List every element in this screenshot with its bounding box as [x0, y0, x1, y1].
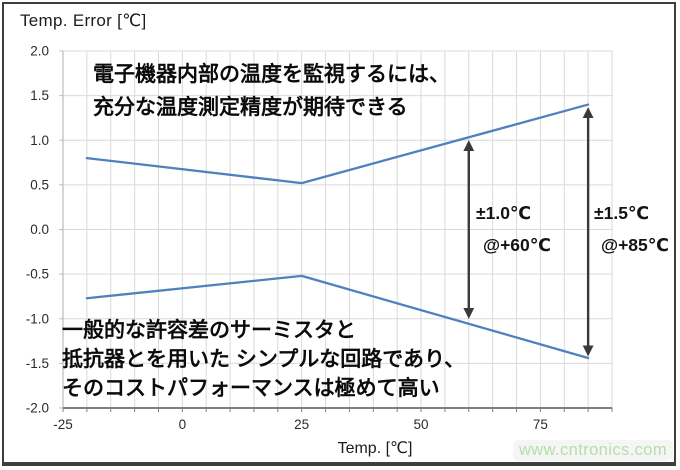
- top-annotation-line2: 充分な温度測定精度が期待できる: [93, 96, 408, 119]
- y-tick-label: 0.0: [30, 222, 49, 237]
- bottom-annotation-line3: そのコストパフォーマンスは極めて高い: [62, 377, 440, 400]
- tolerance-label-60: ±1.0℃ @+60℃: [476, 197, 551, 261]
- x-tick-label: 25: [294, 417, 309, 432]
- x-tick-label: 75: [533, 417, 548, 432]
- axes: [59, 50, 613, 412]
- tolerance-85-value: ±1.5℃: [594, 203, 650, 223]
- series: [85, 103, 590, 185]
- tolerance-60-condition: @+60℃: [483, 235, 551, 255]
- series: [85, 274, 590, 360]
- tolerance-85-condition: @+85℃: [601, 235, 669, 255]
- gridlines: [63, 50, 613, 408]
- watermark-text: www.cntronics.com: [512, 440, 673, 461]
- y-tick-labels: 2.0 1.5 1.0 0.5 0.0 -0.5 -1.0 -1.5 -2.0: [26, 44, 49, 416]
- y-tick-label: -1.0: [26, 311, 49, 326]
- y-tick-label: -2.0: [26, 401, 49, 416]
- x-tick-label: 50: [414, 417, 429, 432]
- y-tick-label: 1.5: [30, 88, 49, 103]
- x-tick-label: 0: [179, 417, 187, 432]
- y-tick-label: -0.5: [26, 267, 49, 282]
- y-tick-label: -1.5: [26, 356, 49, 371]
- x-tick-labels: -25 0 25 50 75: [53, 417, 548, 432]
- top-annotation: 電子機器内部の温度を監視するには、 充分な温度測定精度が期待できる: [93, 58, 450, 124]
- y-tick-label: 0.5: [30, 177, 49, 192]
- bottom-annotation: 一般的な許容差のサーミスタと 抵抗器とを用いた シンプルな回路であり、 そのコス…: [62, 316, 465, 403]
- y-tick-label: 2.0: [30, 44, 49, 59]
- bottom-annotation-line1: 一般的な許容差のサーミスタと: [62, 319, 356, 342]
- series-upper-tolerance-limit: [85, 103, 590, 185]
- top-annotation-line1: 電子機器内部の温度を監視するには、: [93, 63, 450, 86]
- series-lower-tolerance-limit: [85, 274, 590, 360]
- x-axis-title: Temp. [℃]: [337, 440, 413, 457]
- y-axis-title: Temp. Error [℃]: [20, 11, 147, 30]
- tolerance-60-value: ±1.0℃: [476, 203, 532, 223]
- bottom-annotation-line2: 抵抗器とを用いた シンプルな回路であり、: [62, 348, 466, 371]
- x-tick-label: -25: [53, 417, 73, 432]
- tolerance-label-85: ±1.5℃ @+85℃: [594, 197, 669, 261]
- y-tick-label: 1.0: [30, 133, 49, 148]
